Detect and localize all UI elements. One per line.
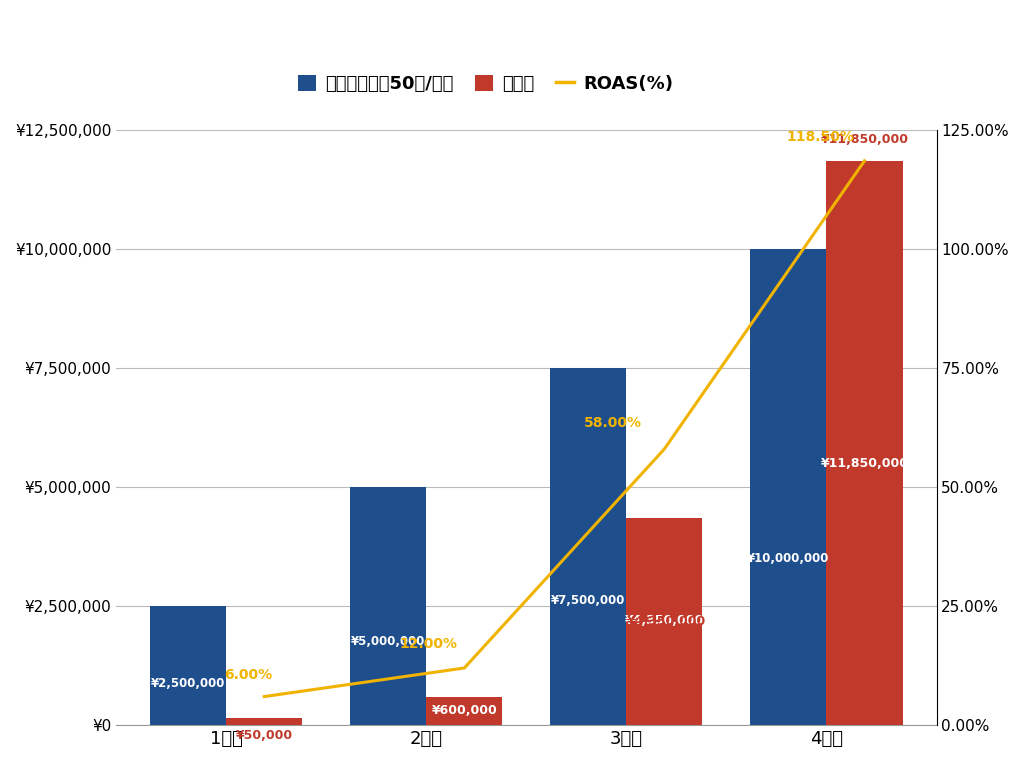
Text: ¥11,850,000: ¥11,850,000 [820,133,908,146]
Legend: 投下コスト（50本/年）, 売上高, ROAS(%): 投下コスト（50本/年）, 売上高, ROAS(%) [291,67,680,100]
Bar [826,161,902,725]
Text: ¥2,500,000: ¥2,500,000 [152,677,225,690]
Text: 118.50%: 118.50% [786,130,854,144]
Text: 6.00%: 6.00% [224,668,272,682]
Text: ¥11,850,000: ¥11,850,000 [820,457,908,470]
Bar [751,249,826,725]
Text: ¥5,000,000: ¥5,000,000 [351,636,426,649]
Bar [627,518,702,725]
Text: ¥50,000: ¥50,000 [236,729,293,742]
Bar [350,487,426,725]
Text: ¥600,000: ¥600,000 [431,704,498,717]
Text: ¥7,500,000: ¥7,500,000 [551,594,626,607]
Text: ¥10,000,000: ¥10,000,000 [748,552,829,565]
Text: ¥4,350,000: ¥4,350,000 [625,614,705,627]
Bar [550,368,627,725]
Bar [151,606,226,725]
Text: 12.00%: 12.00% [399,637,458,652]
Text: ¥4,350,000: ¥4,350,000 [627,615,706,628]
Text: 58.00%: 58.00% [584,416,641,430]
Bar [426,697,503,725]
Bar [226,718,302,725]
